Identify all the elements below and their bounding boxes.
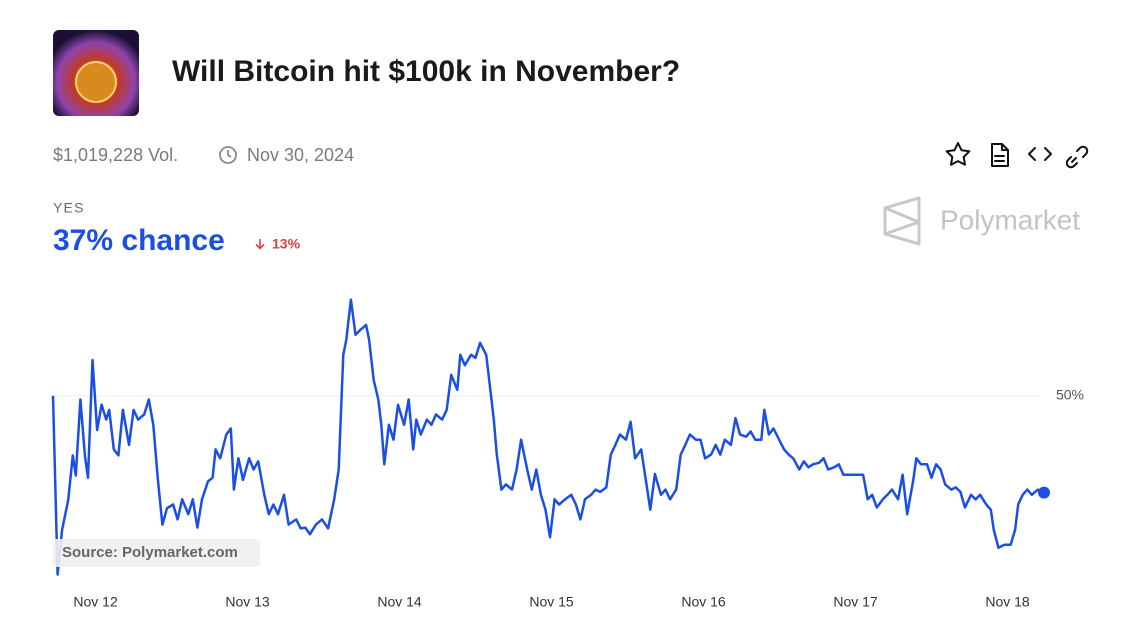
- x-tick-label: Nov 15: [529, 594, 574, 610]
- source-box: [53, 539, 260, 567]
- source: Source: Polymarket.com: [62, 544, 238, 561]
- star-button[interactable]: [945, 142, 971, 166]
- volume: $1,019,228 Vol.: [53, 145, 178, 165]
- clock-icon: [219, 146, 237, 164]
- brand: Polymarket: [940, 204, 1080, 235]
- document-button[interactable]: [991, 143, 1009, 167]
- price-line: [51, 298, 1045, 576]
- x-tick-label: Nov 14: [377, 594, 422, 610]
- current-point: [1038, 486, 1050, 499]
- brand-logo: [883, 196, 921, 246]
- link-button[interactable]: [1065, 145, 1089, 169]
- x-tick-label: Nov 18: [985, 594, 1030, 610]
- x-tick-label: Nov 17: [833, 594, 878, 610]
- end-date: Nov 30, 2024: [247, 145, 354, 165]
- y-tick-label: 50%: [1056, 386, 1084, 402]
- title: Will Bitcoin hit $100k in November?: [172, 55, 680, 88]
- coin-icon: [75, 61, 117, 103]
- x-tick-label: Nov 12: [73, 594, 118, 610]
- x-tick-label: Nov 13: [225, 594, 270, 610]
- chance: 37% chance: [53, 224, 225, 257]
- down-arrow: [255, 239, 265, 250]
- change: 13%: [272, 236, 301, 252]
- outcome: YES: [53, 200, 85, 216]
- x-tick-label: Nov 16: [681, 594, 726, 610]
- embed-button[interactable]: [1028, 147, 1052, 161]
